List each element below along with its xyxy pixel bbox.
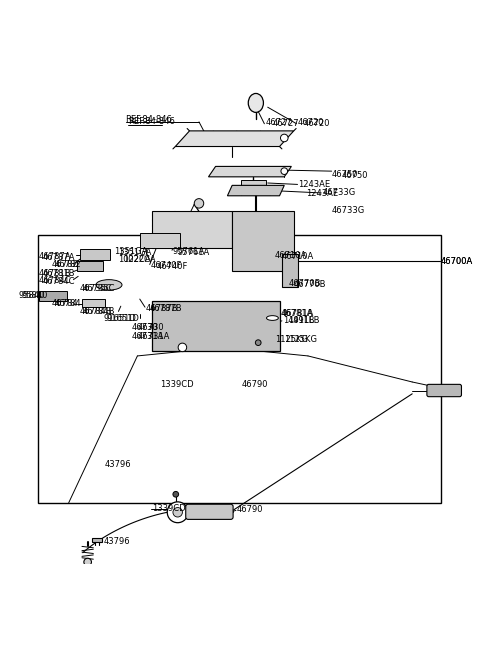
Text: 46784B: 46784B bbox=[80, 307, 112, 316]
Text: 95761A: 95761A bbox=[173, 247, 205, 256]
Polygon shape bbox=[152, 212, 232, 248]
Text: 46790: 46790 bbox=[241, 380, 268, 389]
Text: 1022CA: 1022CA bbox=[123, 255, 156, 264]
Polygon shape bbox=[208, 166, 291, 177]
Text: 46720: 46720 bbox=[303, 119, 330, 128]
Circle shape bbox=[280, 134, 288, 141]
Text: 95761A: 95761A bbox=[178, 248, 210, 257]
Text: 46787B: 46787B bbox=[149, 304, 182, 313]
Text: 46782: 46782 bbox=[52, 259, 79, 269]
Text: 46735C: 46735C bbox=[83, 284, 115, 293]
Text: 46731A: 46731A bbox=[137, 333, 170, 341]
Text: 46781A: 46781A bbox=[282, 309, 314, 318]
Text: 46790: 46790 bbox=[237, 505, 264, 514]
Text: 1243AE: 1243AE bbox=[299, 180, 331, 189]
Circle shape bbox=[167, 502, 188, 523]
Circle shape bbox=[84, 558, 92, 566]
Text: 46710A: 46710A bbox=[282, 252, 314, 261]
Text: 95840: 95840 bbox=[21, 291, 48, 300]
Text: 91651D: 91651D bbox=[103, 314, 136, 323]
Text: 46770B: 46770B bbox=[289, 280, 322, 288]
Text: 46782: 46782 bbox=[55, 261, 81, 269]
Text: 46784: 46784 bbox=[51, 299, 78, 308]
Bar bbox=[38, 235, 441, 503]
Circle shape bbox=[281, 168, 288, 174]
Circle shape bbox=[173, 491, 179, 497]
Text: 46784C: 46784C bbox=[43, 277, 75, 286]
Text: REF.84-846: REF.84-846 bbox=[128, 117, 175, 126]
Text: 1491LB: 1491LB bbox=[288, 316, 320, 325]
Text: 1339CD: 1339CD bbox=[160, 380, 194, 389]
Text: 46740F: 46740F bbox=[156, 263, 188, 271]
FancyBboxPatch shape bbox=[240, 179, 266, 186]
Text: 1125KG: 1125KG bbox=[284, 335, 317, 344]
Text: 46781A: 46781A bbox=[280, 309, 313, 318]
FancyBboxPatch shape bbox=[186, 504, 233, 519]
Text: 46700A: 46700A bbox=[441, 257, 473, 266]
Polygon shape bbox=[140, 233, 180, 248]
Polygon shape bbox=[175, 131, 294, 147]
Polygon shape bbox=[228, 185, 284, 196]
Text: 46787B: 46787B bbox=[146, 303, 179, 312]
Text: 46750: 46750 bbox=[341, 172, 368, 180]
FancyBboxPatch shape bbox=[282, 254, 298, 287]
Text: 1351GA: 1351GA bbox=[119, 248, 152, 257]
Text: 43796: 43796 bbox=[104, 460, 131, 470]
FancyBboxPatch shape bbox=[39, 291, 67, 301]
Text: 1125KG: 1125KG bbox=[275, 335, 308, 344]
Circle shape bbox=[173, 508, 182, 517]
Ellipse shape bbox=[96, 280, 122, 290]
Text: 43796: 43796 bbox=[103, 537, 130, 546]
Text: 95840: 95840 bbox=[18, 291, 44, 300]
Text: REF.84-846: REF.84-846 bbox=[126, 115, 172, 124]
Text: 46733G: 46733G bbox=[322, 189, 355, 197]
Circle shape bbox=[194, 198, 204, 208]
Text: 1351GA: 1351GA bbox=[114, 247, 147, 256]
Text: 46727: 46727 bbox=[273, 119, 299, 128]
Text: 46784: 46784 bbox=[55, 299, 81, 309]
Text: 46735C: 46735C bbox=[80, 284, 112, 293]
FancyBboxPatch shape bbox=[80, 250, 110, 260]
Text: 46740F: 46740F bbox=[151, 261, 182, 271]
Text: 46710A: 46710A bbox=[275, 251, 307, 260]
Text: 1339CD: 1339CD bbox=[152, 504, 185, 513]
FancyBboxPatch shape bbox=[427, 384, 461, 397]
Polygon shape bbox=[232, 212, 294, 271]
Text: 91651D: 91651D bbox=[107, 314, 140, 324]
Circle shape bbox=[178, 343, 187, 352]
FancyBboxPatch shape bbox=[77, 261, 103, 271]
Text: 46700A: 46700A bbox=[441, 257, 473, 266]
Text: 46787A: 46787A bbox=[39, 252, 72, 261]
Text: 46720: 46720 bbox=[298, 118, 324, 127]
Text: 46770B: 46770B bbox=[294, 280, 326, 290]
Text: 1022CA: 1022CA bbox=[119, 255, 151, 264]
Ellipse shape bbox=[248, 94, 264, 113]
Ellipse shape bbox=[266, 316, 278, 320]
FancyBboxPatch shape bbox=[83, 299, 105, 307]
Text: 46731A: 46731A bbox=[132, 331, 164, 341]
Text: 46733G: 46733G bbox=[332, 206, 365, 214]
Text: 46730: 46730 bbox=[132, 323, 158, 332]
Text: 1491LB: 1491LB bbox=[283, 316, 315, 326]
Text: 1243AE: 1243AE bbox=[306, 189, 338, 198]
Text: 46784B: 46784B bbox=[83, 307, 115, 316]
Text: 46784C: 46784C bbox=[39, 276, 72, 285]
Polygon shape bbox=[92, 538, 102, 542]
Text: 46727: 46727 bbox=[265, 118, 292, 127]
Text: 46750: 46750 bbox=[332, 170, 358, 179]
Circle shape bbox=[255, 340, 261, 345]
Text: 46787A: 46787A bbox=[43, 253, 75, 262]
Polygon shape bbox=[152, 301, 279, 351]
Text: 46781B: 46781B bbox=[43, 269, 75, 278]
Text: 46730: 46730 bbox=[137, 323, 164, 332]
Text: 46781B: 46781B bbox=[39, 269, 72, 278]
